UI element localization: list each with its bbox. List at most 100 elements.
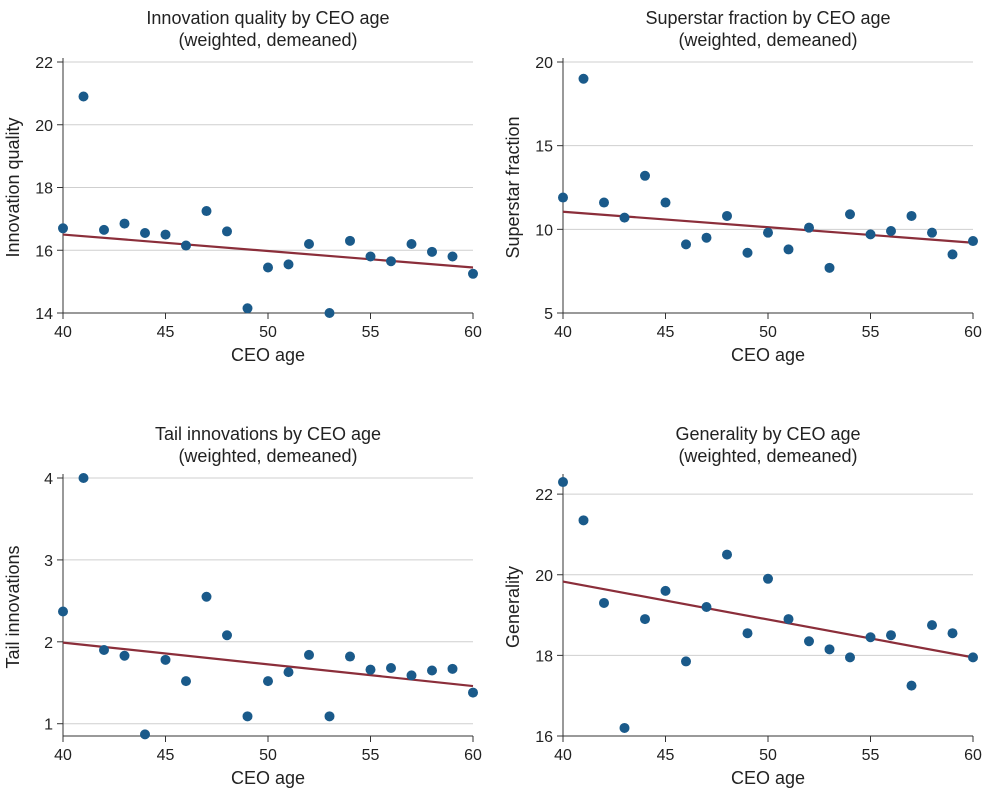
data-point bbox=[160, 654, 171, 665]
x-tick-label: 50 bbox=[759, 747, 777, 764]
data-point bbox=[578, 515, 589, 526]
data-point bbox=[345, 235, 355, 246]
data-point bbox=[701, 232, 712, 243]
chart-subtitle: (weighted, demeaned) bbox=[178, 446, 357, 466]
data-point bbox=[365, 664, 376, 675]
data-point bbox=[722, 210, 732, 221]
data-point bbox=[345, 651, 355, 662]
data-point bbox=[201, 206, 212, 217]
data-point bbox=[886, 630, 896, 641]
chart-title: Tail innovations by CEO age bbox=[155, 424, 381, 444]
data-point bbox=[201, 591, 212, 602]
fit-line bbox=[62, 641, 474, 688]
chart-subtitle: (weighted, demeaned) bbox=[678, 446, 857, 466]
data-point bbox=[222, 630, 232, 641]
data-point bbox=[160, 229, 171, 240]
x-tick-label: 50 bbox=[259, 747, 277, 764]
x-tick-label: 60 bbox=[964, 747, 982, 764]
panel-innovation-quality: CEO age Innovation quality 14 16 18 20 22 40 4… bbox=[3, 8, 482, 365]
x-tick-label: 60 bbox=[464, 324, 482, 341]
data-point bbox=[140, 729, 150, 740]
data-point bbox=[447, 251, 458, 262]
data-point bbox=[58, 223, 68, 234]
x-axis-label: CEO age bbox=[231, 345, 305, 365]
data-point bbox=[845, 652, 855, 663]
y-tick-label: 22 bbox=[535, 487, 553, 504]
y-axis-label: Innovation quality bbox=[3, 117, 23, 257]
y-tick-label: 10 bbox=[535, 222, 553, 239]
data-point bbox=[599, 197, 609, 208]
x-axis-label: CEO age bbox=[731, 768, 805, 788]
data-point bbox=[324, 308, 335, 318]
data-point bbox=[304, 649, 314, 660]
x-tick-label: 40 bbox=[54, 324, 72, 341]
data-point bbox=[181, 240, 191, 251]
data-point bbox=[263, 262, 273, 273]
data-point bbox=[701, 602, 712, 612]
data-point bbox=[304, 238, 314, 249]
chart-title: Innovation quality by CEO age bbox=[146, 8, 389, 28]
data-point bbox=[386, 256, 396, 267]
data-point bbox=[722, 549, 732, 560]
data-point bbox=[427, 246, 437, 257]
data-point bbox=[660, 197, 671, 208]
y-axis-label: Superstar fraction bbox=[503, 116, 523, 258]
y-tick-label: 22 bbox=[35, 55, 53, 72]
data-point bbox=[599, 597, 609, 608]
y-tick-label: 20 bbox=[535, 568, 553, 585]
data-point bbox=[447, 663, 458, 674]
data-point bbox=[804, 636, 814, 647]
data-point bbox=[427, 665, 437, 676]
data-point bbox=[99, 224, 109, 235]
x-tick-label: 55 bbox=[862, 747, 880, 764]
data-point bbox=[324, 711, 335, 722]
y-tick-label: 14 bbox=[35, 306, 53, 323]
data-point bbox=[845, 209, 855, 220]
data-point bbox=[783, 244, 794, 255]
y-tick-label: 18 bbox=[35, 181, 53, 198]
data-point bbox=[906, 680, 917, 691]
x-tick-label: 45 bbox=[157, 747, 175, 764]
data-point bbox=[468, 268, 478, 279]
chart-subtitle: (weighted, demeaned) bbox=[678, 30, 857, 50]
data-point bbox=[681, 656, 691, 667]
data-point bbox=[242, 303, 253, 314]
data-point bbox=[181, 676, 191, 687]
panel-superstar-fraction: CEO age Superstar fraction 5 10 15 20 40 45 50… bbox=[503, 8, 982, 365]
data-point bbox=[886, 226, 896, 237]
fit-line bbox=[62, 233, 474, 269]
panel-tail-innovations: CEO age Tail innovations 1 2 3 4 40 45 50 55 60 T… bbox=[3, 424, 482, 788]
x-axis-label: CEO age bbox=[731, 345, 805, 365]
chart-title: Superstar fraction by CEO age bbox=[645, 8, 890, 28]
data-point bbox=[99, 645, 109, 655]
y-tick-label: 2 bbox=[44, 635, 53, 652]
data-point bbox=[386, 663, 396, 674]
data-point bbox=[660, 585, 671, 596]
data-point bbox=[283, 667, 294, 678]
x-tick-label: 60 bbox=[464, 747, 482, 764]
x-tick-label: 50 bbox=[259, 324, 277, 341]
data-point bbox=[78, 91, 89, 102]
x-tick-label: 40 bbox=[554, 747, 572, 764]
data-point bbox=[468, 687, 478, 698]
data-point bbox=[78, 473, 89, 483]
data-point bbox=[558, 477, 568, 488]
chart-subtitle: (weighted, demeaned) bbox=[178, 30, 357, 50]
data-point bbox=[865, 229, 876, 240]
chart-title: Generality by CEO age bbox=[675, 424, 860, 444]
data-point bbox=[947, 628, 958, 639]
y-tick-label: 3 bbox=[44, 553, 53, 570]
data-point bbox=[742, 247, 753, 258]
data-point bbox=[619, 722, 630, 733]
data-point bbox=[242, 711, 253, 722]
data-point bbox=[906, 210, 917, 221]
data-point bbox=[119, 650, 130, 661]
data-point bbox=[640, 614, 650, 625]
data-point bbox=[865, 632, 876, 643]
data-point bbox=[140, 227, 150, 238]
y-tick-label: 18 bbox=[535, 648, 553, 665]
fit-line bbox=[562, 210, 974, 244]
panel-generality: CEO age Generality 16 18 20 22 40 45 50 55 60 Gen… bbox=[503, 424, 982, 788]
y-tick-label: 15 bbox=[535, 139, 553, 156]
